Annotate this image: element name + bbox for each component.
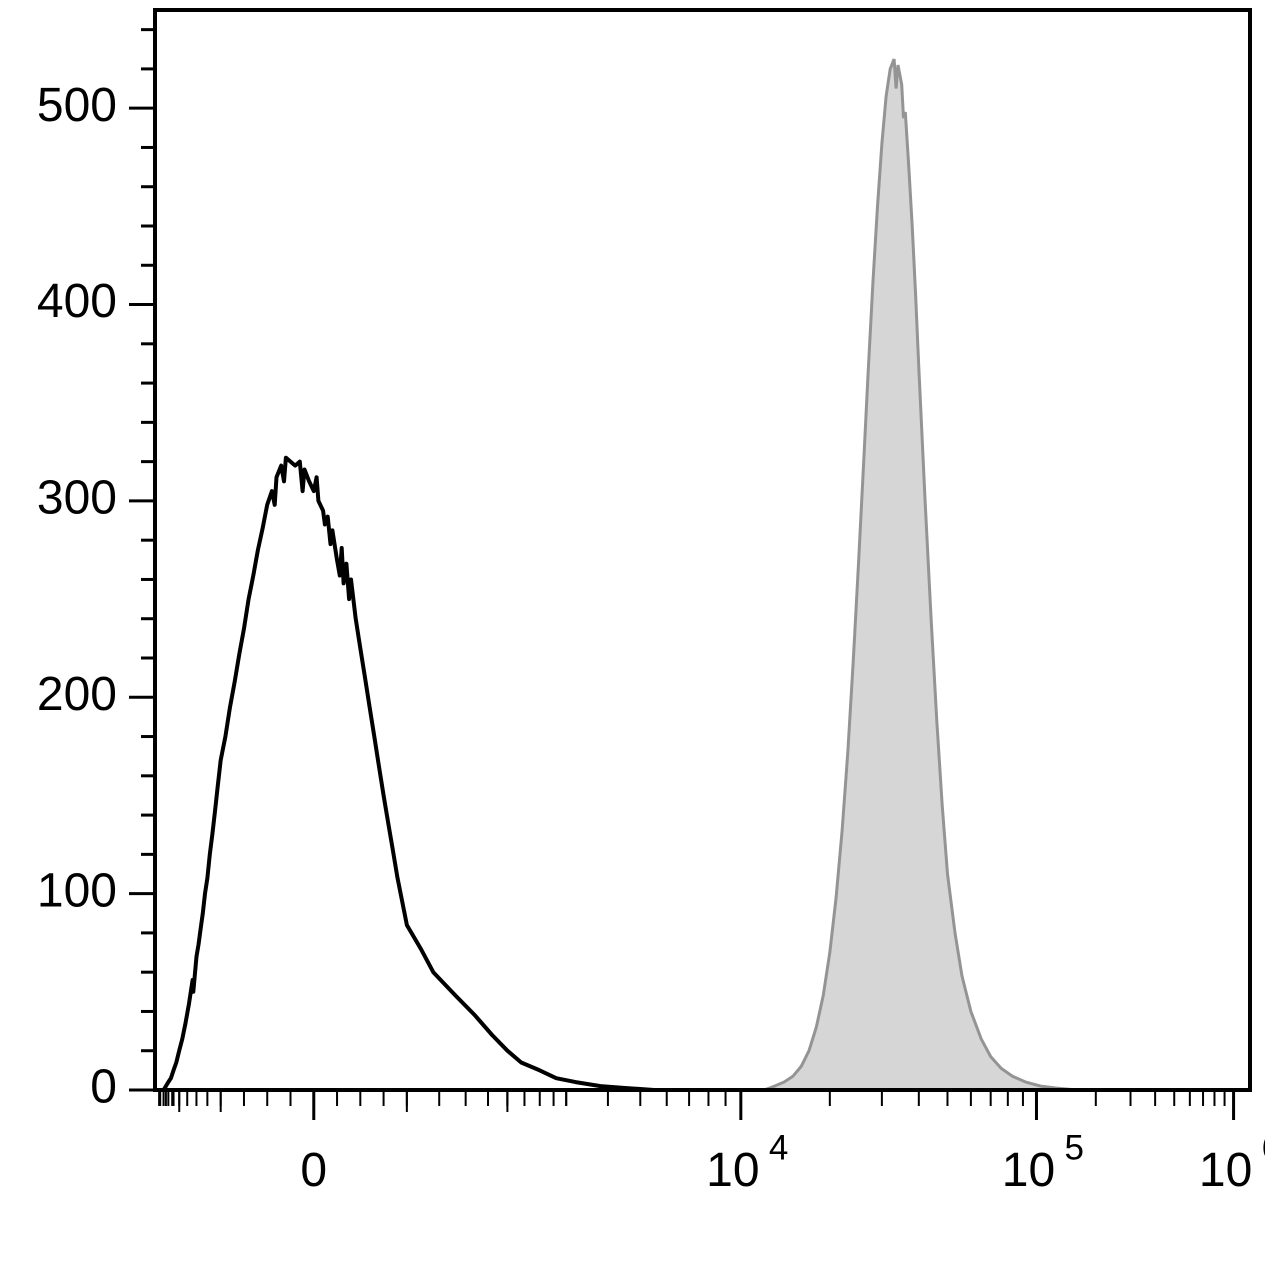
x-tick-label-exp: 5 (1064, 1129, 1083, 1168)
x-tick-label-base: 10 (1199, 1144, 1252, 1197)
y-tick-label: 300 (37, 472, 117, 525)
y-tick-label: 0 (90, 1061, 117, 1114)
y-tick-label: 100 (37, 864, 117, 917)
chart-svg: 01002003004005000104105106 (0, 0, 1265, 1280)
flow-cytometry-histogram: 01002003004005000104105106 (0, 0, 1265, 1280)
y-tick-label: 400 (37, 275, 117, 328)
x-tick-label-exp: 6 (1262, 1129, 1265, 1168)
x-tick-label-0: 0 (300, 1144, 327, 1197)
y-tick-label: 500 (37, 79, 117, 132)
y-tick-label: 200 (37, 668, 117, 721)
x-tick-label-base: 10 (706, 1144, 759, 1197)
x-tick-label-exp: 4 (769, 1129, 788, 1168)
x-tick-label-base: 10 (1002, 1144, 1055, 1197)
